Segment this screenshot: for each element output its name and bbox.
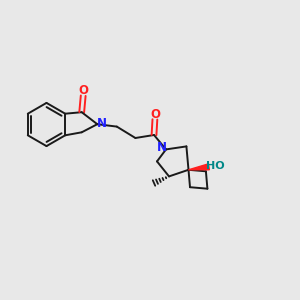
Text: O: O bbox=[151, 107, 161, 121]
Text: HO: HO bbox=[206, 161, 225, 171]
Polygon shape bbox=[188, 164, 209, 170]
Text: N: N bbox=[97, 117, 107, 130]
Text: N: N bbox=[157, 140, 167, 154]
Text: O: O bbox=[78, 84, 88, 97]
